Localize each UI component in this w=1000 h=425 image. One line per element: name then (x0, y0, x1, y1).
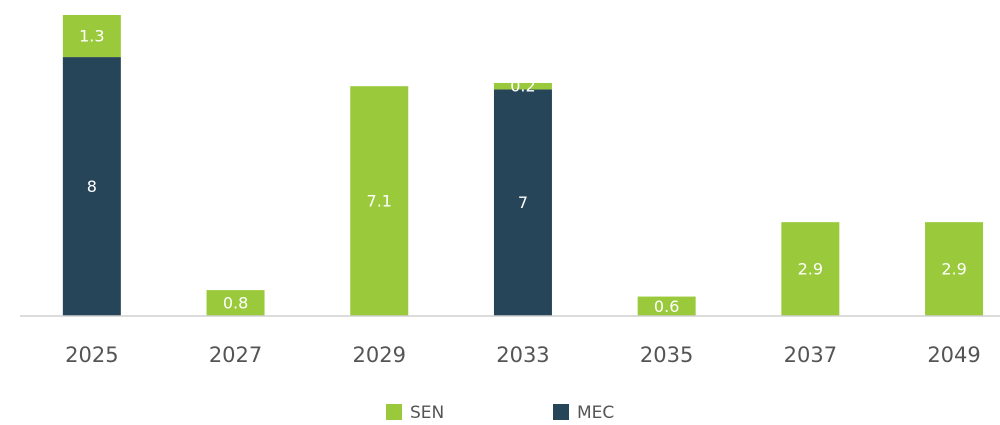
x-tick-label: 2025 (65, 343, 118, 367)
x-tick-label: 2033 (496, 343, 549, 367)
x-tick-label: 2029 (353, 343, 406, 367)
legend-swatch (386, 404, 402, 420)
bar-segment (925, 222, 984, 316)
x-tick-label: 2049 (927, 343, 980, 367)
bar-segment (781, 222, 840, 316)
value-label: 2.9 (941, 260, 966, 279)
bar-segment (493, 89, 552, 316)
x-tick-label: 2037 (784, 343, 837, 367)
value-label: 0.6 (654, 297, 679, 316)
value-label: 0.2 (510, 77, 535, 96)
x-tick-label: 2035 (640, 343, 693, 367)
value-label: 2.9 (798, 260, 823, 279)
value-label: 0.8 (223, 294, 248, 313)
bar-segment (493, 82, 552, 90)
value-label: 1.3 (79, 27, 104, 46)
legend-label: MEC (577, 403, 614, 423)
legend-swatch (553, 404, 569, 420)
bar-segment (62, 57, 121, 317)
bar-segment (62, 15, 121, 58)
bar-segment (206, 290, 265, 316)
bar-segment (350, 86, 409, 316)
legend-label: SEN (410, 403, 444, 423)
x-tick-label: 2027 (209, 343, 262, 367)
value-label: 8 (87, 177, 97, 196)
bar-segment (637, 296, 696, 316)
value-label: 7 (518, 193, 528, 212)
value-label: 7.1 (367, 192, 392, 211)
